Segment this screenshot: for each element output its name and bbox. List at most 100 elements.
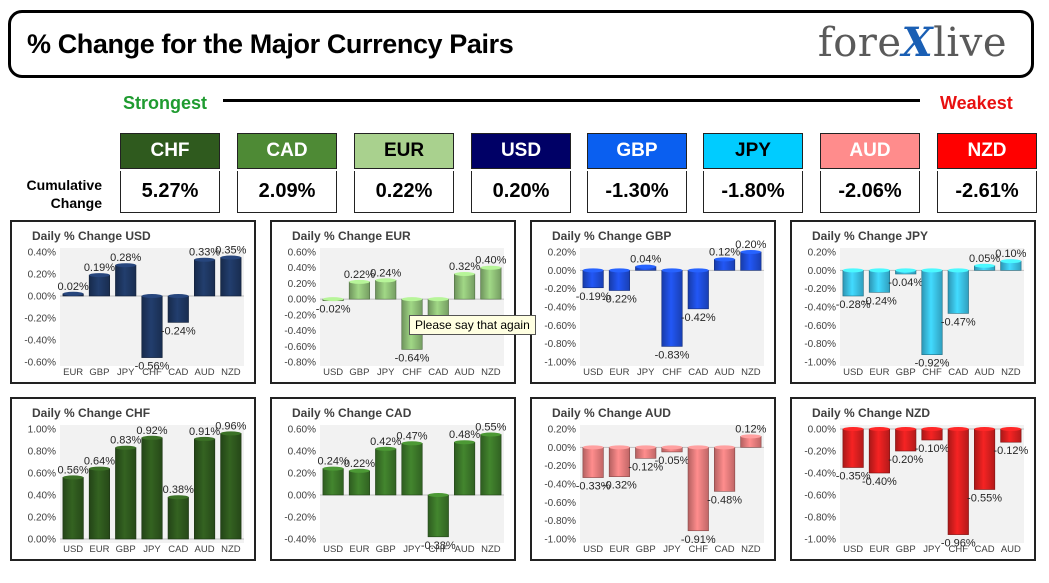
bar-cap	[401, 441, 423, 446]
data-label: -0.19%	[576, 291, 611, 303]
chart-chf: Daily % Change CHF 1.00% 0.80% 0.60% 0.40% 0.…	[28, 406, 247, 555]
bar-chf	[661, 270, 683, 347]
y-tick-label: -0.60%	[24, 358, 56, 369]
bar-cap	[62, 291, 84, 296]
bar-gbp	[348, 281, 370, 300]
chart-title: Daily % Change USD	[32, 229, 151, 243]
bar-cap	[480, 432, 502, 437]
x-tick-label: NZD	[741, 367, 761, 378]
x-tick-label: CAD	[428, 367, 448, 378]
y-tick-label: -0.80%	[804, 513, 836, 524]
y-tick-label: -0.20%	[804, 447, 836, 458]
bar-cap	[714, 257, 735, 262]
y-tick-label: -0.20%	[24, 314, 56, 325]
bar-cap	[582, 268, 604, 273]
data-label: 0.92%	[136, 425, 167, 437]
y-tick-label: 0.40%	[28, 248, 56, 259]
bar-eur	[608, 447, 630, 477]
data-label: 0.42%	[370, 436, 401, 448]
bar-nzd	[480, 267, 502, 300]
cumulative-change-label: Cumulative Change	[26, 177, 102, 211]
bar-aud	[194, 259, 216, 297]
bar-cad	[974, 428, 996, 490]
x-tick-label: JPY	[637, 367, 655, 378]
chart-panel-nzd: Daily % Change NZD 0.00% -0.20% -0.40% -0.60…	[790, 397, 1036, 561]
x-tick-label: AUD	[715, 367, 735, 378]
chart-panel-cad: Daily % Change CAD 0.60% 0.40% 0.20% 0.00% -0…	[270, 397, 516, 561]
bar-cap	[1000, 427, 1022, 431]
bar-cap	[220, 255, 242, 260]
y-tick-label: 0.00%	[808, 425, 836, 436]
y-tick-label: 0.20%	[548, 425, 576, 436]
y-tick-label: 0.00%	[288, 491, 316, 502]
chart-panel-jpy: Daily % Change JPY 0.20% 0.00% -0.20% -0.40%…	[790, 220, 1036, 384]
data-label: 0.04%	[630, 254, 661, 266]
y-tick-label: -0.60%	[544, 498, 576, 509]
x-tick-label: GBP	[376, 544, 396, 555]
x-tick-label: CHF	[429, 544, 449, 555]
currency-cumulative-value: -2.06%	[820, 171, 920, 213]
y-tick-label: -0.40%	[544, 303, 576, 314]
y-tick-label: -0.20%	[544, 284, 576, 295]
bar-jpy	[401, 442, 423, 496]
bar-usd	[322, 468, 344, 496]
data-label: -0.24%	[862, 295, 897, 307]
tooltip: Please say that again	[409, 315, 536, 335]
x-tick-label: EUR	[89, 544, 109, 555]
chart-gbp: Daily % Change GBP 0.20% 0.00% -0.20% -0.40%…	[544, 229, 766, 378]
x-tick-label: GBP	[636, 544, 656, 555]
y-tick-label: 0.20%	[808, 248, 836, 259]
data-label: -0.28%	[836, 299, 871, 311]
y-tick-label: -0.60%	[804, 321, 836, 332]
page-title: % Change for the Major Currency Pairs	[27, 29, 514, 59]
bar-cap	[869, 268, 890, 273]
x-tick-label: USD	[323, 367, 343, 378]
y-tick-label: -0.40%	[804, 303, 836, 314]
data-label: -0.10%	[915, 443, 950, 455]
currency-code: USD	[471, 133, 571, 169]
bar-cap	[401, 297, 423, 302]
bar-cap	[115, 445, 136, 450]
data-label: 0.20%	[735, 239, 766, 251]
y-tick-label: -1.00%	[544, 358, 576, 369]
x-tick-label: JPY	[923, 544, 941, 555]
y-tick-label: 0.00%	[808, 266, 836, 277]
chart-eur: Daily % Change EUR0.60%0.40%0.20%0.00%-0…	[284, 229, 506, 378]
data-label: 0.33%	[189, 247, 220, 259]
x-tick-label: CAD	[948, 367, 968, 378]
bar-nzd	[220, 257, 242, 297]
logo-suffix: live	[933, 20, 1007, 66]
data-label: -0.12%	[993, 445, 1028, 457]
data-label: 0.19%	[84, 262, 115, 274]
y-tick-label: 0.60%	[28, 469, 56, 480]
data-label: -0.35%	[836, 471, 871, 483]
strongest-label: Strongest	[123, 93, 208, 113]
y-tick-label: -0.60%	[284, 342, 316, 353]
bar-cap	[609, 268, 630, 273]
bar-cap	[842, 427, 864, 431]
bar-eur	[348, 470, 370, 496]
bar-jpy	[115, 264, 137, 297]
y-tick-label: 0.20%	[28, 513, 56, 524]
y-tick-label: -0.20%	[804, 284, 836, 295]
bar-jpy	[141, 437, 163, 540]
y-tick-label: 0.60%	[288, 248, 316, 259]
bar-cap	[582, 445, 604, 450]
data-label: 0.02%	[58, 281, 89, 293]
currency-cumulative-value: 5.27%	[120, 171, 220, 213]
currency-box-nzd: NZD -2.61%	[937, 133, 1037, 213]
chart-panel-eur: Daily % Change EUR 0.60% 0.40% 0.20% 0.00% -0…	[270, 220, 516, 384]
bar-cap	[974, 427, 995, 431]
chart-title: Daily % Change GBP	[552, 229, 671, 243]
chart-nzd: Daily % Change NZD 0.00% -0.20% -0.40% -0.60…	[804, 406, 1028, 555]
bar-cap	[349, 468, 370, 473]
bar-cap	[1000, 259, 1022, 264]
x-tick-label: JPY	[663, 544, 681, 555]
currency-code: GBP	[587, 133, 687, 169]
bar-cap	[688, 445, 709, 450]
y-tick-label: -0.80%	[544, 339, 576, 350]
bar-cap	[322, 466, 344, 471]
x-tick-label: EUR	[349, 544, 369, 555]
title-box: % Change for the Major Currency Pairs fo…	[8, 10, 1034, 78]
chart-panel-usd: Daily % Change USD 0.40% 0.20% 0.00% -0.20% -…	[10, 220, 256, 384]
